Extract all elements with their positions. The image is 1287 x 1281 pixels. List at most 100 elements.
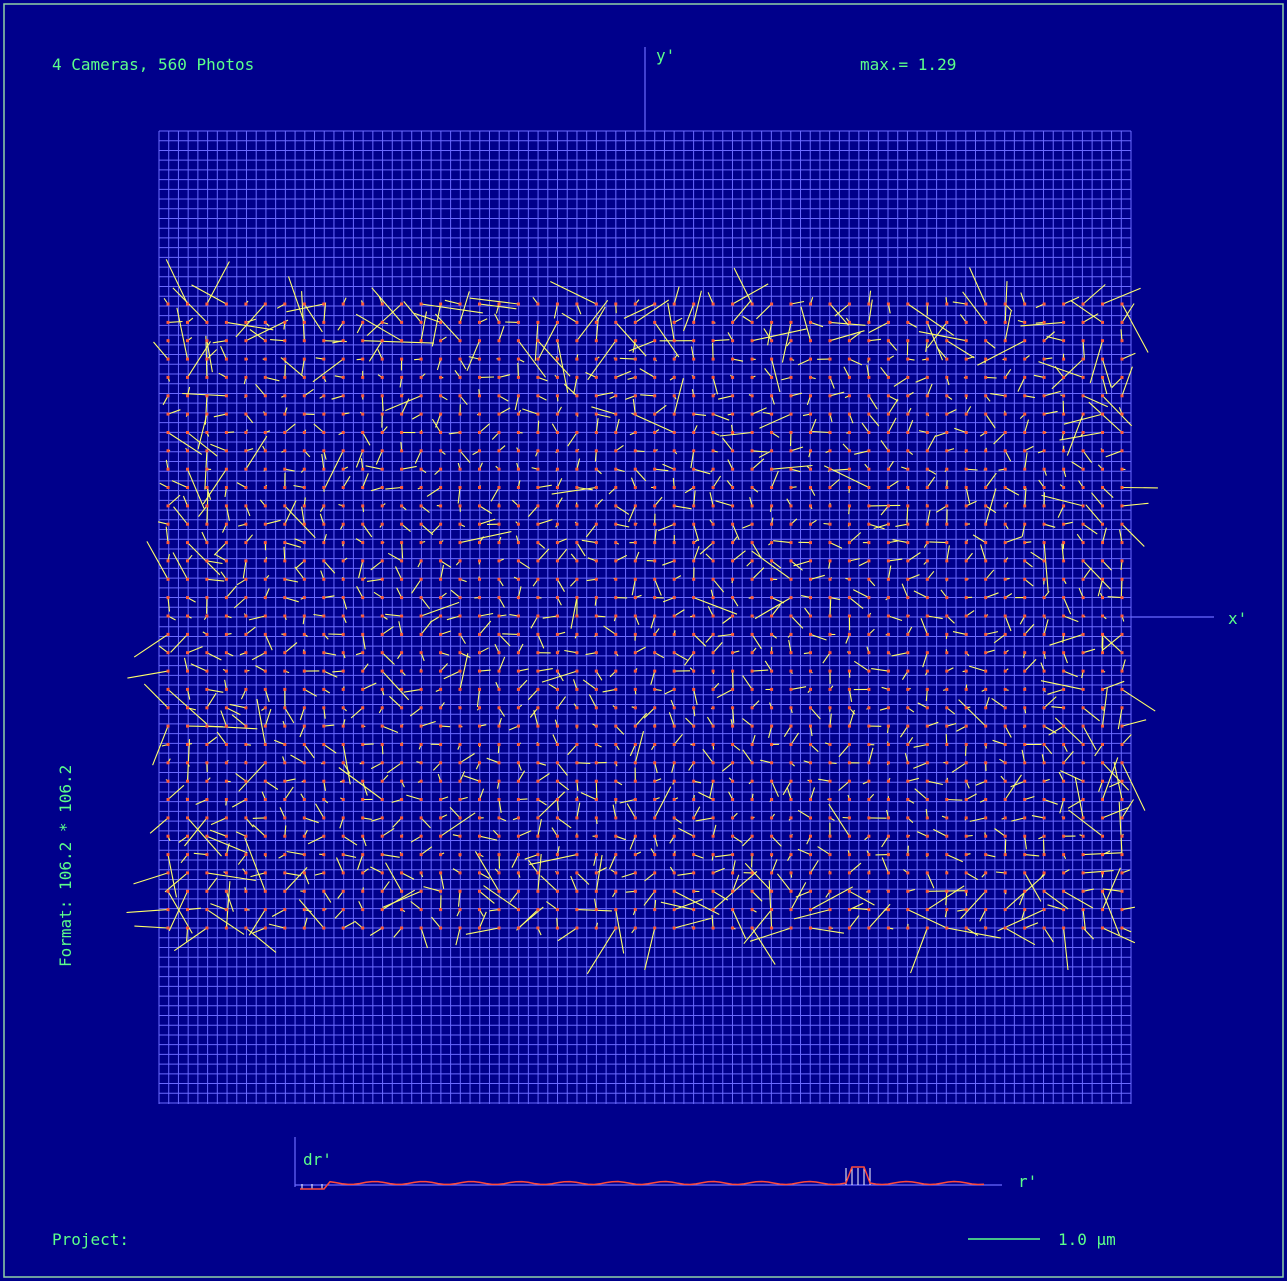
measurement-point [847, 908, 851, 912]
residual-vector [781, 376, 792, 381]
measurement-point [1003, 871, 1007, 875]
measurement-point [886, 816, 890, 820]
measurement-point [516, 779, 520, 783]
measurement-point [283, 816, 287, 820]
residual-vector [524, 854, 539, 860]
residual-vector [436, 358, 442, 371]
measurement-point [731, 816, 735, 820]
measurement-point [186, 339, 189, 343]
residual-vector [936, 505, 948, 513]
measurement-point [770, 504, 774, 508]
residual-vector [790, 732, 800, 745]
residual-vector [632, 398, 636, 415]
measurement-point [380, 412, 384, 416]
measurement-point [828, 798, 832, 801]
measurement-point [672, 651, 676, 655]
measurement-point [1062, 871, 1066, 875]
residual-vector [732, 909, 747, 940]
residual-vector [486, 757, 500, 764]
residual-vector [580, 792, 597, 801]
measurement-point [536, 467, 540, 471]
measurement-point [614, 449, 618, 453]
measurement-point [478, 504, 481, 508]
measurement-point [847, 577, 851, 581]
measurement-point [925, 339, 929, 343]
measurement-point [224, 357, 228, 361]
residual-vector [168, 891, 188, 932]
measurement-point [166, 871, 170, 875]
measurement-point [692, 687, 696, 691]
measurement-point [906, 449, 910, 453]
residual-vector [980, 544, 987, 562]
measurement-point [186, 541, 189, 545]
measurement-point [945, 577, 949, 581]
measurement-point [828, 522, 832, 526]
measurement-point [458, 504, 462, 508]
measurement-point [224, 596, 228, 600]
residual-vector [1082, 313, 1099, 323]
measurement-point [906, 687, 910, 691]
measurement-point [867, 834, 871, 838]
measurement-point [789, 798, 793, 801]
measurement-point [186, 743, 189, 746]
measurement-point [1081, 816, 1085, 820]
measurement-point [614, 779, 618, 783]
measurement-point [711, 522, 715, 526]
residual-vector [385, 613, 402, 617]
residual-vector [459, 358, 467, 370]
measurement-point [633, 779, 637, 783]
measurement-point [867, 394, 871, 398]
residual-vector [1061, 543, 1065, 561]
measurement-point [478, 394, 481, 398]
measurement-point [964, 687, 968, 691]
residual-vector [206, 652, 222, 661]
measurement-point [1101, 706, 1104, 710]
residual-vector [362, 836, 367, 847]
measurement-point [361, 779, 365, 783]
residual-vector [479, 647, 489, 654]
measurement-point [361, 798, 365, 801]
measurement-point [984, 339, 988, 343]
residual-vector [904, 753, 909, 763]
measurement-point [1023, 596, 1027, 600]
measurement-point [400, 834, 404, 838]
measurement-point [458, 431, 462, 434]
measurement-point [964, 834, 968, 838]
residual-vector [323, 595, 335, 599]
measurement-point [380, 926, 384, 930]
measurement-point [400, 431, 404, 434]
residual-vector [1091, 492, 1103, 507]
measurement-point [1023, 486, 1027, 489]
residual-vector [403, 301, 422, 323]
measurement-point [1081, 834, 1085, 838]
residual-vector [201, 531, 208, 543]
measurement-point [633, 596, 637, 600]
measurement-point [886, 559, 890, 563]
measurement-point [302, 779, 306, 783]
measurement-point [361, 504, 365, 508]
measurement-point [614, 669, 618, 673]
residual-vector [693, 689, 698, 705]
measurement-point [906, 302, 910, 306]
residual-vector [985, 569, 995, 580]
measurement-point [692, 889, 696, 893]
residual-vector [732, 707, 735, 724]
measurement-point [400, 669, 404, 673]
measurement-point [555, 816, 559, 820]
residual-vector [1063, 597, 1072, 615]
residual-vector [533, 709, 539, 727]
measurement-point [516, 522, 520, 526]
measurement-point [244, 669, 248, 673]
measurement-point [244, 798, 248, 801]
measurement-point [224, 559, 228, 563]
residual-vector [776, 873, 792, 892]
measurement-point [263, 853, 267, 857]
measurement-point [1023, 357, 1027, 361]
residual-vector [1024, 922, 1039, 929]
residual-vector [173, 506, 188, 525]
measurement-point [478, 871, 481, 875]
measurement-point [770, 412, 774, 416]
measurement-point [867, 522, 871, 526]
measurement-point [166, 486, 170, 489]
measurement-point [1081, 320, 1085, 324]
